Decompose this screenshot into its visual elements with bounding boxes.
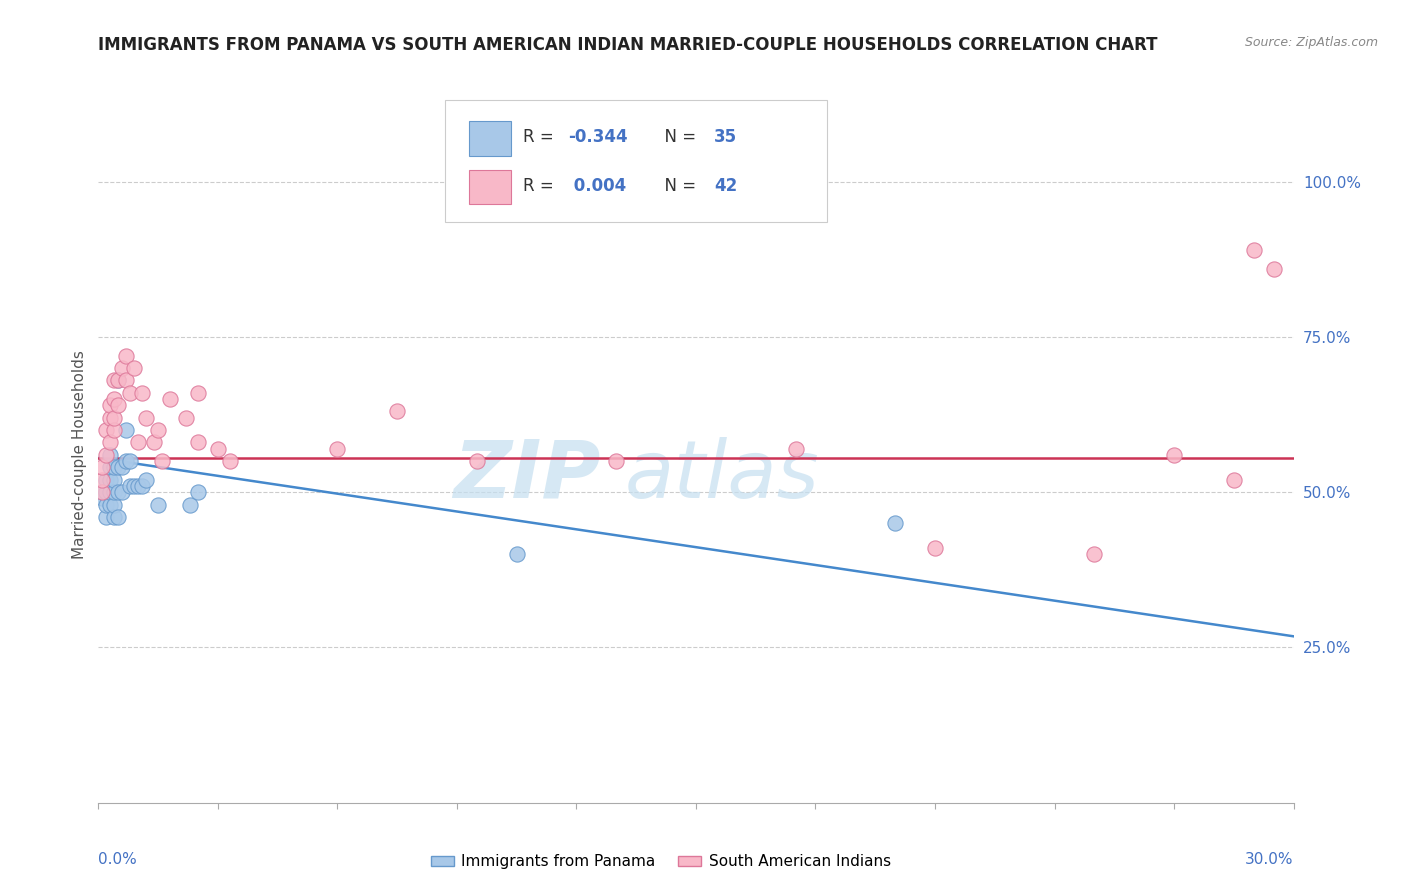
Point [115, 454, 138, 468]
Point [187, 385, 209, 400]
Point [100, 473, 122, 487]
Text: 0.004: 0.004 [568, 177, 626, 194]
Point [127, 479, 149, 493]
Point [96, 448, 118, 462]
Point [924, 541, 946, 555]
Point [103, 485, 125, 500]
Point [103, 460, 125, 475]
Point [103, 392, 125, 406]
Point [131, 479, 153, 493]
Point [120, 385, 142, 400]
Y-axis label: Married-couple Households: Married-couple Households [72, 351, 87, 559]
Text: R =: R = [523, 177, 558, 194]
Point [148, 498, 170, 512]
Text: 0.0%: 0.0% [98, 852, 138, 866]
Point [91, 460, 114, 475]
Point [120, 479, 142, 493]
Point [100, 460, 122, 475]
Point [179, 498, 201, 512]
Point [124, 479, 146, 493]
Point [96, 473, 118, 487]
Point [91, 485, 114, 500]
Text: Source: ZipAtlas.com: Source: ZipAtlas.com [1244, 36, 1378, 49]
Point [219, 454, 242, 468]
Point [326, 442, 349, 456]
Point [91, 491, 114, 506]
Point [187, 485, 209, 500]
Point [100, 498, 122, 512]
Text: 35: 35 [714, 128, 737, 146]
Point [1163, 448, 1185, 462]
Legend: Immigrants from Panama, South American Indians: Immigrants from Panama, South American I… [425, 848, 897, 875]
Point [107, 460, 129, 475]
Point [150, 454, 173, 468]
Point [107, 398, 129, 412]
Point [1263, 261, 1285, 276]
Point [100, 398, 122, 412]
Text: R =: R = [523, 128, 558, 146]
Point [148, 423, 170, 437]
Point [785, 442, 807, 456]
Point [385, 404, 409, 418]
Point [207, 442, 229, 456]
Text: 42: 42 [714, 177, 737, 194]
Point [100, 448, 122, 462]
Point [96, 510, 118, 524]
Point [605, 454, 627, 468]
Point [884, 516, 907, 531]
Point [127, 435, 149, 450]
Point [465, 454, 488, 468]
Point [115, 423, 138, 437]
Point [107, 510, 129, 524]
Point [174, 410, 197, 425]
Point [103, 410, 125, 425]
Text: 30.0%: 30.0% [1246, 852, 1294, 866]
Point [111, 485, 134, 500]
Point [506, 547, 529, 561]
Point [103, 510, 125, 524]
FancyBboxPatch shape [470, 169, 510, 204]
Point [103, 423, 125, 437]
Point [159, 392, 181, 406]
Point [1083, 547, 1105, 561]
Point [100, 485, 122, 500]
Point [91, 485, 114, 500]
Point [1243, 243, 1265, 257]
Point [135, 473, 157, 487]
Point [96, 485, 118, 500]
Point [107, 373, 129, 387]
Point [120, 454, 142, 468]
Text: N =: N = [654, 177, 702, 194]
FancyBboxPatch shape [470, 121, 510, 156]
Point [115, 349, 138, 363]
Text: ZIP: ZIP [453, 437, 600, 515]
Point [124, 361, 146, 376]
Point [91, 473, 114, 487]
Text: N =: N = [654, 128, 702, 146]
Point [111, 361, 134, 376]
Point [96, 498, 118, 512]
Point [131, 385, 153, 400]
Text: atlas: atlas [624, 437, 820, 515]
Point [135, 410, 157, 425]
Text: -0.344: -0.344 [568, 128, 627, 146]
Text: IMMIGRANTS FROM PANAMA VS SOUTH AMERICAN INDIAN MARRIED-COUPLE HOUSEHOLDS CORREL: IMMIGRANTS FROM PANAMA VS SOUTH AMERICAN… [98, 36, 1159, 54]
Point [100, 410, 122, 425]
Point [1222, 473, 1246, 487]
Point [100, 435, 122, 450]
Point [115, 373, 138, 387]
Point [187, 435, 209, 450]
FancyBboxPatch shape [444, 100, 827, 222]
Point [103, 498, 125, 512]
Point [107, 485, 129, 500]
Point [103, 373, 125, 387]
Point [107, 373, 129, 387]
Point [143, 435, 166, 450]
Point [96, 423, 118, 437]
Point [103, 473, 125, 487]
Point [111, 460, 134, 475]
